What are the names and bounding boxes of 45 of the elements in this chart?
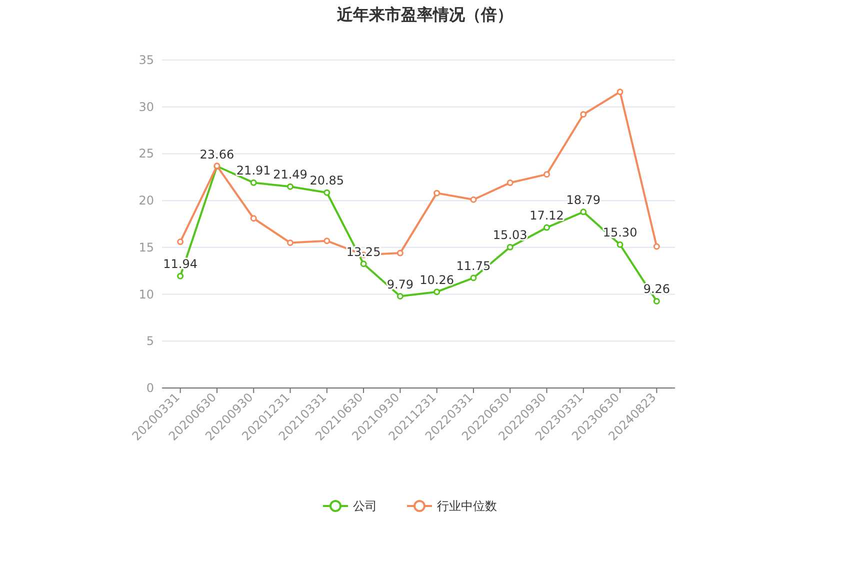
data-label: 21.91 <box>236 164 271 178</box>
y-tick-label: 15 <box>138 240 154 254</box>
data-label: 9.79 <box>386 277 414 292</box>
data-label: 17.12 <box>530 208 564 223</box>
point <box>544 171 550 178</box>
y-tick-label: 25 <box>138 146 154 161</box>
legend-label: 公司 <box>353 499 377 513</box>
point <box>653 243 660 250</box>
point <box>470 274 477 282</box>
data-label: 15.03 <box>492 228 528 242</box>
data-label: 18.79 <box>566 192 601 207</box>
point <box>544 224 550 231</box>
point <box>287 239 294 246</box>
point <box>324 189 330 196</box>
y-tick-label: 0 <box>146 381 154 395</box>
y-tick-label: 5 <box>146 334 154 348</box>
point <box>470 196 477 203</box>
point <box>653 298 660 304</box>
point <box>434 190 440 196</box>
y-tick-label: 10 <box>138 287 154 302</box>
point <box>506 244 514 250</box>
point <box>177 272 184 280</box>
point <box>616 88 624 96</box>
point <box>324 238 330 244</box>
data-label: 21.49 <box>273 168 308 182</box>
point <box>250 179 257 186</box>
y-tick-label: 35 <box>138 53 154 67</box>
data-label: 20.85 <box>310 174 344 188</box>
point <box>434 288 440 296</box>
legend-label: 行业中位数 <box>437 499 497 513</box>
point <box>177 238 184 246</box>
point <box>250 215 257 222</box>
point <box>396 250 404 256</box>
point <box>580 111 587 118</box>
data-label: 10.26 <box>420 272 454 287</box>
point <box>616 241 624 248</box>
data-label: 23.66 <box>200 147 234 162</box>
point <box>396 293 404 300</box>
point <box>580 208 587 216</box>
y-tick-label: 20 <box>138 194 154 208</box>
chart-title: 近年来市盈率情况（倍） <box>336 5 513 24</box>
point <box>287 183 294 190</box>
point <box>360 260 367 268</box>
y-tick-label: 30 <box>138 100 154 114</box>
point <box>506 180 514 186</box>
